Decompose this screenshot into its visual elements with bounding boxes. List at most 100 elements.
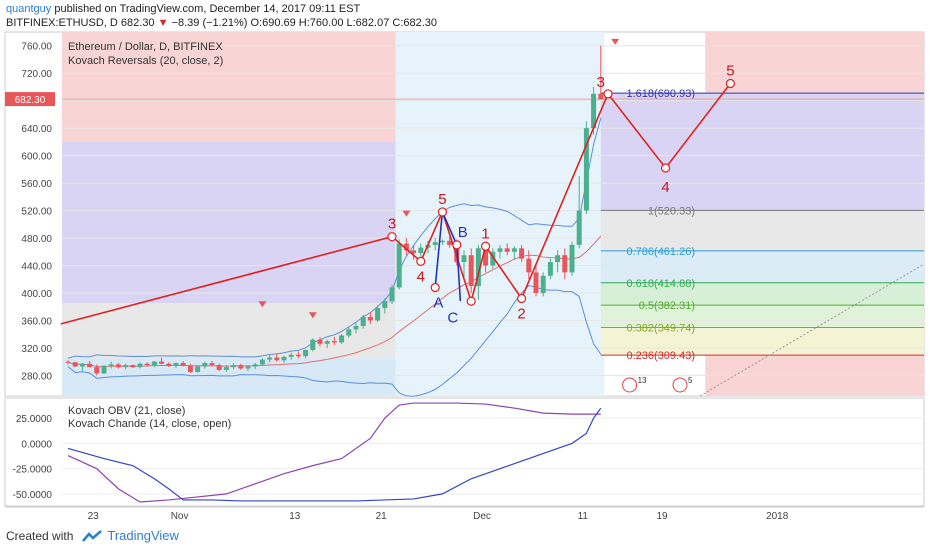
candle-body <box>439 240 445 243</box>
time-tick-label: Dec <box>473 511 491 522</box>
price-tick-label: 520.00 <box>21 207 52 218</box>
candle-body <box>331 341 337 343</box>
candle-body <box>65 361 71 363</box>
candle-body <box>475 248 481 287</box>
price-change: −8.39 (−1.21%) <box>171 17 248 29</box>
current-price-tag <box>5 92 55 107</box>
event-count-label: 5 <box>688 376 693 385</box>
pivot-marker <box>466 296 476 306</box>
candle-body <box>403 243 409 251</box>
candle-body <box>396 243 402 288</box>
candle-body <box>101 365 107 374</box>
reversal-label: 4 <box>417 268 425 285</box>
cloud-icon <box>82 529 103 542</box>
fib-level-label: 1(520.33) <box>648 205 695 217</box>
author-link[interactable]: quantguy <box>6 3 52 15</box>
sub-indicator-label: Kovach Chande (14, close, open) <box>68 418 231 430</box>
symbol-line: BITFINEX:ETHUSD, D 682.30 ▼ −8.39 (−1.21… <box>6 17 437 29</box>
event-flag-icon <box>622 377 638 393</box>
time-tick-label: Nov <box>171 511 189 522</box>
fib-zone-lightblue <box>600 250 924 283</box>
price-tick-label: 440.00 <box>21 262 52 273</box>
pivot-marker <box>516 293 527 304</box>
last-price: 682.30 <box>120 17 155 29</box>
reversal-label: 5 <box>726 63 734 80</box>
obv-line <box>67 407 602 502</box>
time-tick-label: 23 <box>88 511 100 522</box>
reversal-down-arrow <box>258 301 267 308</box>
candle-body <box>173 363 179 366</box>
reversal-label: 1 <box>481 225 489 242</box>
fib-zone-lightgreen <box>600 305 924 328</box>
candle-body <box>461 255 467 263</box>
published-text: published on TradingView.com, December 1… <box>54 3 361 15</box>
candle-body <box>583 128 589 211</box>
candle-body <box>245 366 251 369</box>
tradingview-brand: TradingView <box>107 528 179 543</box>
sub-indicator-label: Kovach OBV (21, close) <box>68 405 185 417</box>
candle-body <box>79 363 85 367</box>
price-tick-label: 480.00 <box>21 234 52 245</box>
tradingview-logo[interactable]: TradingView <box>81 528 179 543</box>
fib-zone-green <box>600 282 924 306</box>
publish-line: quantguy published on TradingView.com, D… <box>6 3 360 15</box>
candle-body <box>195 366 201 372</box>
candle-body <box>483 248 489 266</box>
candle-body <box>123 365 129 368</box>
candle-body <box>216 365 222 370</box>
candle-body <box>375 308 381 321</box>
candle-body <box>180 363 186 366</box>
candle-body <box>252 364 258 367</box>
fib-level-label: 0.382(349.74) <box>627 322 696 334</box>
candle-body <box>317 339 323 344</box>
zone-red-left <box>62 32 396 142</box>
candle-body <box>367 317 373 321</box>
reversal-down-arrow <box>308 312 317 319</box>
fib-level-label: 0.5(382.31) <box>639 300 695 312</box>
candle-body <box>202 363 208 367</box>
candle-body <box>389 287 395 302</box>
candle-body <box>497 248 503 252</box>
time-tick-label: 11 <box>578 511 589 522</box>
fib-zone-blue <box>600 93 924 211</box>
reversal-label: 2 <box>517 305 525 322</box>
candle-body <box>569 244 575 273</box>
candle-body <box>159 361 165 364</box>
candle-body <box>231 365 237 368</box>
candle-body <box>295 354 301 357</box>
candle-body <box>526 258 532 273</box>
candle-body <box>259 359 265 365</box>
candle-body <box>432 242 438 245</box>
candle-body <box>303 349 309 357</box>
candle-body <box>209 363 215 366</box>
candle-body <box>281 356 287 361</box>
candle-body <box>468 255 474 287</box>
reversal-down-arrow <box>402 210 411 217</box>
reversal-label: 3 <box>597 74 605 91</box>
price-tick-label: 280.00 <box>21 371 52 382</box>
zone-grey-left <box>62 303 396 359</box>
candle-body <box>130 365 136 368</box>
chande-line <box>67 402 601 503</box>
sub-tick-label: -50.0000 <box>13 490 53 501</box>
footer: Created with TradingView <box>6 528 179 543</box>
fib-level-label: 0.786(461.26) <box>627 246 696 258</box>
pivot-marker <box>437 207 447 217</box>
pivot-marker <box>387 232 397 242</box>
price-tick-label: 640.00 <box>21 124 52 135</box>
candle-body <box>353 325 359 330</box>
event-flag-icon <box>672 377 688 393</box>
candle-body <box>108 364 114 366</box>
candle-body <box>94 367 100 374</box>
reversal-label: 3 <box>388 216 396 233</box>
candle-body <box>591 93 597 129</box>
candle-body <box>137 363 143 368</box>
candle-body <box>166 363 172 366</box>
pivot-marker <box>452 240 462 250</box>
time-tick-label: 13 <box>289 511 301 522</box>
fib-level-label: 1.618(690.93) <box>627 88 696 100</box>
candle-body <box>555 255 561 263</box>
price-tick-label: 560.00 <box>21 179 52 190</box>
candle-body <box>151 361 157 366</box>
